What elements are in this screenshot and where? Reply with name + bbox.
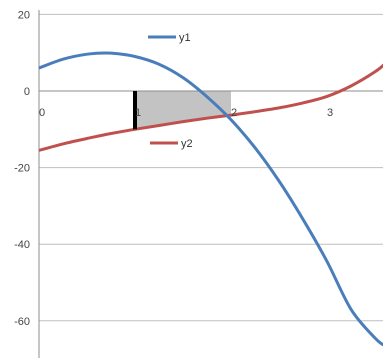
legend-label-y1: y1 xyxy=(179,32,191,44)
tick-labels: 20 0 -20 -40 -60 0 1 2 3 xyxy=(14,9,333,327)
y-tick-label: 0 xyxy=(24,86,30,98)
y-tick-label: -60 xyxy=(14,316,30,328)
series-layer xyxy=(39,51,383,347)
y-tick-label: -40 xyxy=(14,239,30,251)
series-line-y2 xyxy=(39,63,383,152)
shaded-area-layer xyxy=(135,91,231,130)
x-tick-label: 1 xyxy=(135,107,141,119)
legend: y1 y2 xyxy=(148,32,193,150)
legend-label-y2: y2 xyxy=(181,138,193,150)
shaded-region xyxy=(135,91,231,130)
y-tick-label: -20 xyxy=(14,163,30,175)
x-tick-label: 0 xyxy=(39,107,45,119)
series-line-y1 xyxy=(39,51,383,347)
y-tick-label: 20 xyxy=(18,9,30,21)
x-tick-label: 3 xyxy=(327,107,333,119)
x-tick-label: 2 xyxy=(231,107,237,119)
grid-lines xyxy=(39,13,383,322)
axes xyxy=(38,10,383,358)
